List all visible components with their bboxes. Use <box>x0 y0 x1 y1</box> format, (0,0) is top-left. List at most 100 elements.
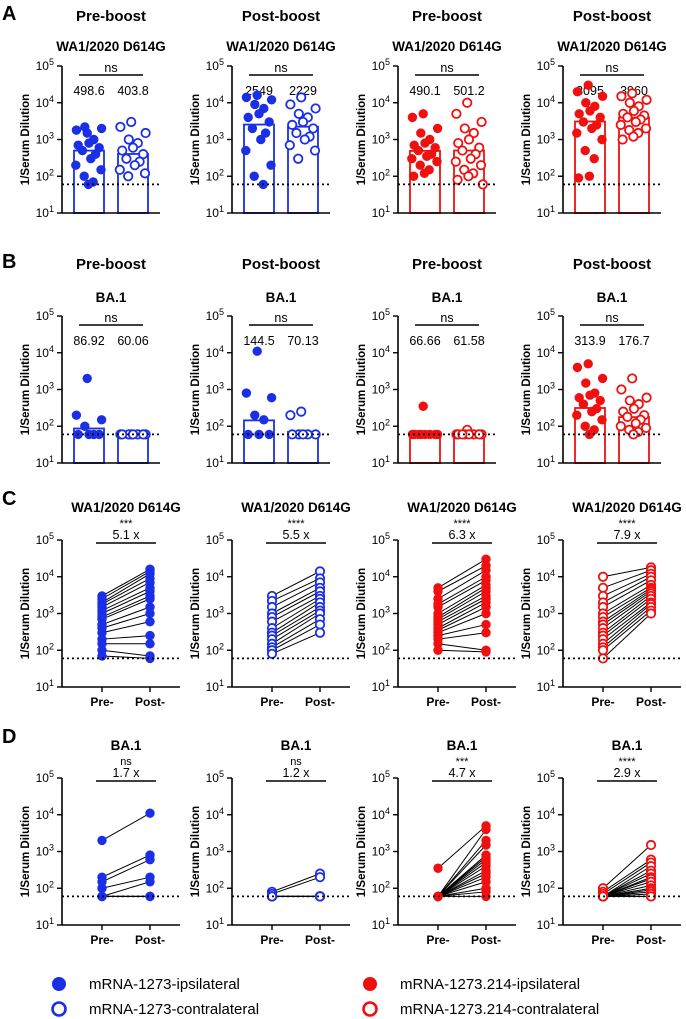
chart-11-post-point <box>645 608 657 619</box>
chart-5-gmt-label: 70.13 <box>287 334 318 348</box>
chart-3-header: Post-boost <box>573 8 651 25</box>
chart-1-point <box>297 116 309 128</box>
chart-7-ytick-label: 101 <box>537 454 555 470</box>
chart-9-pair-line <box>271 570 321 597</box>
chart-14-ytick-base: 10 <box>372 771 386 785</box>
chart-9-y-label: 1/Serum Dilution <box>190 568 202 659</box>
chart-6-ytick-label: 105 <box>372 307 390 323</box>
chart-4-ytick-base: 10 <box>36 419 50 433</box>
chart-14-y-label: 1/Serum Dilution <box>356 806 368 897</box>
chart-2-point <box>407 154 417 164</box>
chart-3-ytick-base: 10 <box>537 96 551 110</box>
chart-15-pair-line <box>602 859 652 893</box>
chart-15-pair-line <box>602 881 652 897</box>
chart-2-point <box>416 128 426 138</box>
chart-1-ytick-base: 10 <box>206 133 220 147</box>
chart-13-ytick-base: 10 <box>206 808 220 822</box>
chart-1-ytick-base: 10 <box>206 206 220 220</box>
chart-1-point <box>247 123 258 134</box>
chart-10-pre-point <box>433 645 443 655</box>
chart-5-point <box>296 406 307 417</box>
chart-7-point <box>616 384 627 395</box>
chart-5-ytick-base: 10 <box>206 456 220 470</box>
chart-11-pair-line <box>602 593 652 629</box>
chart-0-point <box>127 142 139 153</box>
chart-3-point <box>572 128 582 138</box>
chart-5-ytick-base: 10 <box>206 419 220 433</box>
chart-10-fold-change: 6.3 x <box>448 528 476 542</box>
chart-15-pair-line <box>602 862 652 895</box>
chart-12-ytick-base: 10 <box>36 771 50 785</box>
chart-5-point <box>266 392 277 403</box>
chart-8-y-label: 1/Serum Dilution <box>20 568 32 659</box>
chart-15-xtick-label: Pre- <box>591 933 614 947</box>
chart-11-sig-label: **** <box>618 518 636 530</box>
chart-7-point <box>597 415 607 425</box>
chart-6-ytick-base: 10 <box>372 346 386 360</box>
chart-10-pair-line <box>437 579 487 608</box>
chart-11-ytick-label: 105 <box>537 531 555 547</box>
chart-8-post-point <box>145 594 155 604</box>
chart-7-point <box>585 390 595 400</box>
chart-4-ytick-base: 10 <box>36 456 50 470</box>
chart-9-ytick-label: 104 <box>206 568 224 584</box>
chart-15-ytick-label: 102 <box>537 879 555 895</box>
chart-9-pair-line <box>271 602 321 634</box>
chart-8-ytick-label: 101 <box>36 678 54 694</box>
chart-7-point <box>572 410 582 420</box>
chart-3-ytick-exp: 3 <box>550 131 555 141</box>
chart-9-ytick-base: 10 <box>206 570 220 584</box>
row-tag-B: B <box>2 251 16 273</box>
chart-7-point <box>641 392 652 403</box>
legend-marker-icon <box>52 977 66 991</box>
chart-2-ytick-exp: 5 <box>385 57 390 67</box>
chart-14-ytick-exp: 2 <box>385 879 390 889</box>
chart-8-post-point <box>145 653 155 664</box>
chart-14-title: BA.1 <box>447 738 478 753</box>
chart-1-title: WA1/2020 D614G <box>226 39 336 54</box>
chart-2-ytick-base: 10 <box>372 96 386 110</box>
chart-7-ytick-exp: 2 <box>550 417 555 427</box>
chart-3-point <box>585 106 595 116</box>
chart-3-title: WA1/2020 D614G <box>557 39 667 54</box>
chart-11-ytick-base: 10 <box>537 570 551 584</box>
chart-11-pair-line <box>602 576 652 603</box>
chart-15-sig-label: **** <box>618 756 636 768</box>
chart-1-point <box>308 123 319 134</box>
chart-11-pair-line <box>602 598 652 637</box>
chart-0-point <box>115 121 126 133</box>
chart-6-ytick-base: 10 <box>372 419 386 433</box>
chart-12-ytick-base: 10 <box>36 808 50 822</box>
chart-2-point <box>408 171 419 181</box>
chart-9-sig-label: **** <box>287 518 305 530</box>
chart-1-ytick-label: 104 <box>206 94 224 110</box>
chart-2-ytick-label: 104 <box>372 94 390 110</box>
chart-14-pair-line <box>437 862 487 897</box>
chart-4-y-label: 1/Serum Dilution <box>20 344 32 435</box>
chart-8-ytick-base: 10 <box>36 607 50 621</box>
chart-3-point <box>597 91 608 101</box>
chart-8-xtick-label: Pre- <box>90 695 113 709</box>
chart-0-point <box>71 125 82 135</box>
chart-3-point <box>615 119 626 130</box>
chart-2-ytick-label: 102 <box>372 167 390 183</box>
chart-10-pair-line <box>437 590 487 620</box>
chart-12-ytick-exp: 3 <box>49 843 54 853</box>
chart-3-point <box>574 109 584 119</box>
chart-8-ytick-base: 10 <box>36 643 50 657</box>
chart-9-ytick-base: 10 <box>206 643 220 657</box>
chart-15-fold-change: 2.9 x <box>613 766 641 780</box>
chart-3-point <box>641 94 652 105</box>
chart-5-ytick-label: 104 <box>206 344 224 360</box>
chart-1-ytick-exp: 2 <box>219 167 224 177</box>
chart-3-point <box>624 97 635 108</box>
chart-10-ytick-base: 10 <box>372 533 386 547</box>
chart-2-point <box>465 153 476 164</box>
chart-0-point <box>139 168 151 179</box>
chart-2-point <box>475 160 487 171</box>
